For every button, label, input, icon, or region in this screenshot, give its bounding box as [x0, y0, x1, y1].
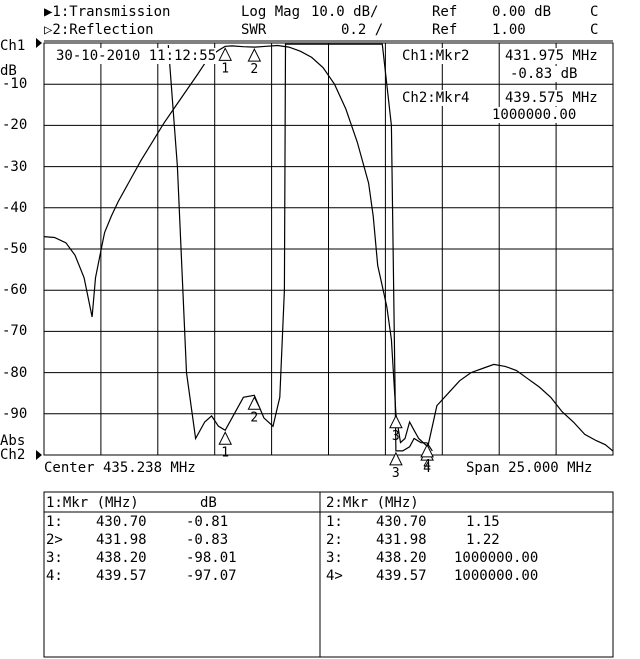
marker-triangle-icon	[218, 431, 233, 445]
table1-idx-cell: 3:	[46, 550, 63, 566]
transmission-trace	[43, 44, 614, 452]
table2-val-cell: 1000000.00	[454, 550, 539, 566]
table2-freq-cell: 438.20	[376, 550, 427, 566]
y-tick-label: -70	[2, 323, 28, 340]
table1-idx-cell: 1:	[46, 514, 63, 530]
marker-number: 3	[392, 429, 400, 444]
ref1-label: Ref	[432, 4, 458, 20]
ch2-marker-label: Ch2:Mkr4	[402, 90, 470, 106]
y-tick-label: -40	[2, 199, 28, 216]
table1-idx-cell: 2>	[46, 532, 63, 548]
abs-label: Abs	[0, 433, 26, 449]
ref2-label: Ref	[432, 22, 458, 38]
reflection-trace	[167, 43, 433, 452]
marker-number: 4	[423, 461, 431, 476]
ch2-marker-value: 1000000.00	[492, 107, 577, 123]
scale1-label: 10.0 dB/	[311, 4, 379, 20]
table2-val-cell: 1.15	[466, 514, 500, 530]
ch2-ref-pointer-icon	[36, 450, 42, 460]
ref2-flag: C	[590, 22, 599, 38]
table2-freq-cell: 430.70	[376, 514, 427, 530]
format1-label: Log Mag	[241, 4, 301, 20]
ref2-value: 1.00	[492, 22, 526, 38]
ch2-axis-label: Ch2	[0, 447, 26, 463]
table1-val-cell: -0.81	[186, 514, 229, 530]
datetime-stamp: 30-10-2010 11:12:55	[56, 48, 217, 64]
table1-freq-cell: 431.98	[96, 532, 147, 548]
table1-header-unit: dB	[200, 495, 217, 511]
y-tick-label: -60	[2, 282, 28, 299]
ch1-ref-pointer-icon	[36, 38, 42, 48]
y-unit-label: dB	[0, 63, 17, 79]
y-tick-label: -50	[2, 241, 28, 257]
marker-triangle-icon	[420, 443, 434, 458]
scale2-label: 0.2 /	[341, 22, 384, 38]
trace1-label[interactable]: ▶1:Transmission	[44, 4, 171, 20]
marker-table-frame	[43, 491, 614, 658]
table2-val-cell: 1000000.00	[454, 568, 539, 584]
y-tick-label: -80	[2, 364, 28, 381]
y-tick-label: -10	[2, 76, 28, 93]
y-tick-label: -20	[2, 117, 28, 134]
ch1-marker-freq: 431.975 MHz	[505, 48, 598, 64]
table1-val-cell: -0.83	[186, 532, 229, 548]
center-frequency: Center 435.238 MHz	[44, 460, 196, 476]
marker-number: 2	[250, 62, 258, 77]
marker-number: 3	[392, 466, 400, 481]
marker-triangle-icon	[247, 396, 262, 410]
marker-triangle-icon	[389, 414, 403, 429]
marker-number: 4	[423, 458, 431, 473]
marker-number: 1	[221, 61, 229, 76]
marker-triangle-icon	[389, 451, 403, 466]
table1-freq-cell: 439.57	[96, 568, 147, 584]
ch2-marker-freq: 439.575 MHz	[505, 90, 598, 106]
table1-val-cell: -98.01	[186, 550, 237, 566]
marker-triangle-icon	[218, 47, 233, 61]
ch1-marker-label: Ch1:Mkr2	[402, 48, 470, 64]
table2-freq-cell: 431.98	[376, 532, 427, 548]
table1-idx-cell: 4:	[46, 568, 63, 584]
table2-idx-cell: 1:	[326, 514, 343, 530]
table1-freq-cell: 430.70	[96, 514, 147, 530]
marker-triangle-icon	[247, 47, 262, 62]
table1-header: 1:Mkr (MHz)	[46, 495, 139, 511]
table2-idx-cell: 3:	[326, 550, 343, 566]
y-tick-label: -90	[2, 405, 28, 422]
trace2-label[interactable]: ▷2:Reflection	[44, 22, 154, 38]
y-tick-label: -30	[2, 158, 28, 175]
ch1-axis-label: Ch1	[0, 38, 26, 54]
ref1-value: 0.00 dB	[492, 4, 552, 20]
table1-val-cell: -97.07	[186, 568, 237, 584]
table2-idx-cell: 4>	[326, 568, 343, 584]
table2-val-cell: 1.22	[466, 532, 500, 548]
marker-number: 2	[250, 410, 258, 425]
marker-number: 1	[221, 445, 229, 460]
format2-label: SWR	[241, 22, 267, 38]
span-frequency: Span 25.000 MHz	[466, 460, 593, 476]
ref1-flag: C	[590, 4, 599, 20]
ch1-marker-value: -0.83 dB	[510, 66, 578, 82]
table1-freq-cell: 438.20	[96, 550, 147, 566]
table2-idx-cell: 2:	[326, 532, 343, 548]
table2-header: 2:Mkr (MHz)	[326, 495, 419, 511]
table2-freq-cell: 439.57	[376, 568, 427, 584]
